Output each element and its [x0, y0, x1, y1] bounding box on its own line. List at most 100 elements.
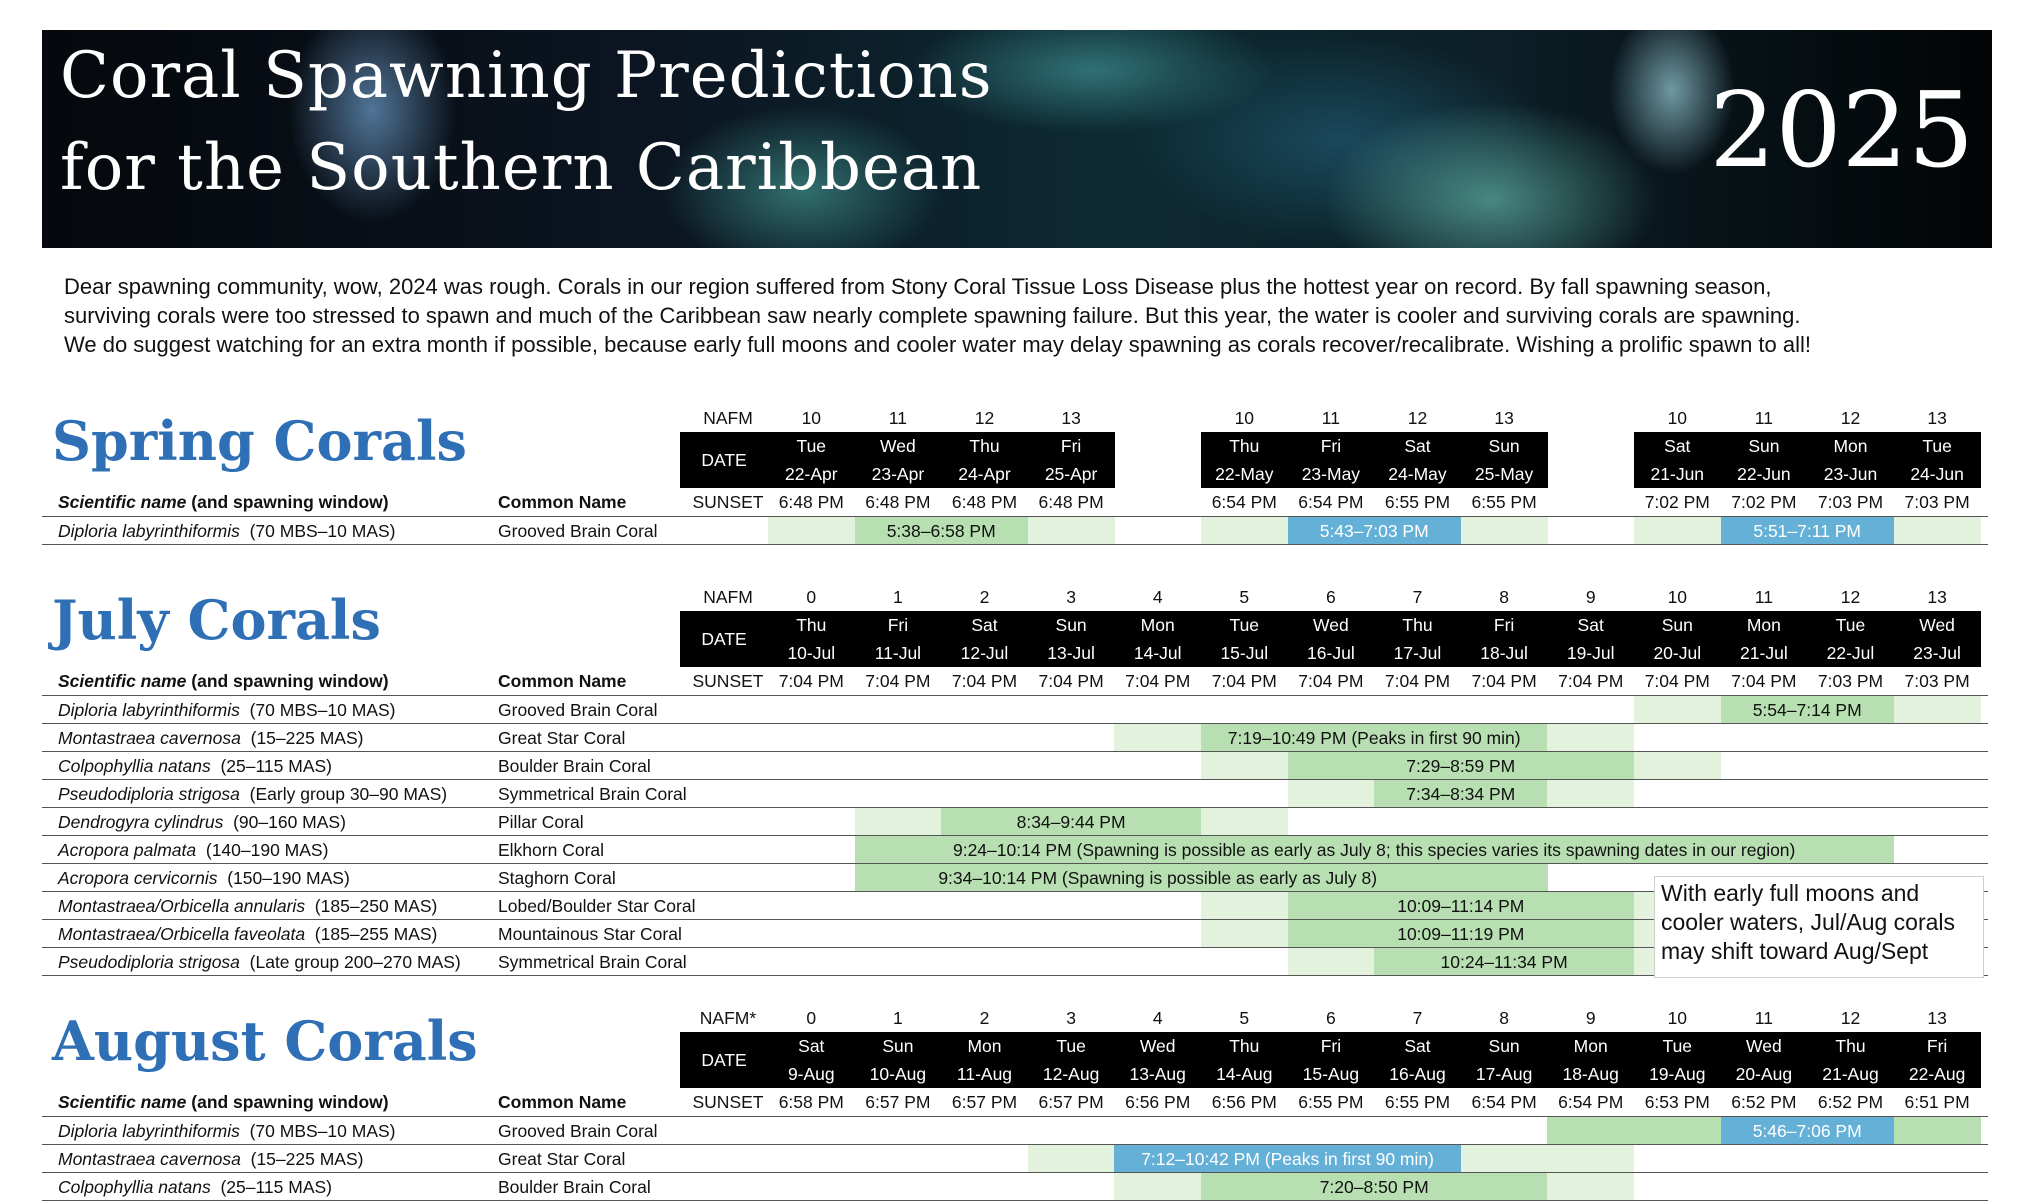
sunset-time: 7:03 PM: [1904, 671, 1970, 691]
common-name: Great Star Coral: [498, 1149, 626, 1169]
spawning-window-bar: [1893, 696, 1981, 724]
date-header-block: [768, 611, 856, 667]
scientific-name-header-label: Scientific name: [58, 1092, 187, 1112]
row-divider: [42, 891, 1988, 892]
species-name: Pseudodiploria strigosa: [58, 784, 240, 804]
date-header-block: [1287, 432, 1375, 488]
date-value: 24-Apr: [958, 464, 1011, 484]
common-name: Boulder Brain Coral: [498, 1177, 651, 1197]
date-header-block: [1374, 611, 1462, 667]
spawning-window-bar: [1460, 1145, 1635, 1173]
spawning-time-label: 10:09–11:19 PM: [1397, 924, 1525, 944]
spawning-window-bar: [1720, 517, 1895, 545]
nafm-value: 10: [1667, 408, 1688, 428]
nafm-value: 10: [801, 408, 822, 428]
sunset-label: SUNSET: [692, 492, 764, 512]
date-header-block: [1720, 611, 1808, 667]
common-name: Lobed/Boulder Star Coral: [498, 896, 696, 916]
spawning-window-bar: [854, 864, 1548, 892]
spawning-time-label: 8:34–9:44 PM: [1016, 812, 1126, 832]
date-value: 9-Aug: [787, 1064, 835, 1084]
date-header-block: [1460, 611, 1548, 667]
nafm-value: 2: [979, 1008, 990, 1028]
common-name: Grooved Brain Coral: [498, 521, 658, 541]
date-header-block: [941, 432, 1029, 488]
row-divider: [42, 919, 1988, 920]
spawning-window: (25–115 MAS): [210, 756, 333, 776]
weekday-label: Sun: [1661, 615, 1693, 635]
date-header-block: [941, 1032, 1029, 1088]
sunset-time: 6:51 PM: [1904, 1092, 1970, 1112]
date-label: DATE: [701, 629, 747, 649]
date-header-block: [1201, 1032, 1289, 1088]
spawning-time-label: 9:24–10:14 PM (Spawning is possible as e…: [952, 840, 1796, 860]
sunset-time: 6:57 PM: [865, 1092, 931, 1112]
spawning-time-label: 7:12–10:42 PM (Peaks in first 90 min): [1141, 1149, 1434, 1169]
spawning-window-bar: [1287, 948, 1375, 976]
date-value: 15-Jul: [1220, 643, 1269, 663]
scientific-name-header: Scientific name (and spawning window): [58, 488, 389, 516]
common-name: Grooved Brain Coral: [498, 1121, 658, 1141]
spawning-window-bar: [768, 517, 856, 545]
sunset-time: 6:48 PM: [951, 492, 1018, 512]
weekday-label: Sun: [1748, 436, 1780, 456]
spawning-window: (15–225 MAS): [240, 728, 364, 748]
nafm-value: 0: [806, 587, 817, 607]
common-name: Mountainous Star Coral: [498, 924, 682, 944]
date-value: 16-Aug: [1389, 1064, 1446, 1084]
sunset-time: 6:55 PM: [1384, 1092, 1451, 1112]
spawning-window: (150–190 MAS): [217, 868, 350, 888]
spawning-window-header-label: (and spawning window): [186, 1092, 389, 1112]
row-divider: [42, 723, 1988, 724]
species-name: Montastraea/Orbicella annularis: [58, 896, 306, 916]
nafm-label: NAFM: [703, 587, 753, 607]
sunset-label: SUNSET: [692, 1092, 764, 1112]
species-name: Diploria labyrinthiformis: [58, 700, 240, 720]
intro-line: Dear spawning community, wow, 2024 was r…: [64, 274, 1772, 299]
nafm-label: NAFM*: [699, 1008, 757, 1028]
date-value: 20-Jul: [1653, 643, 1702, 663]
nafm-value: 10: [1667, 587, 1688, 607]
nafm-value: 6: [1326, 587, 1336, 607]
sunset-time: 6:54 PM: [1471, 1092, 1537, 1112]
spawning-window-bar: [1114, 724, 1202, 752]
spawning-window-bar: [1547, 1117, 1722, 1145]
species-name: Acropora palmata: [58, 840, 197, 860]
common-name: Symmetrical Brain Coral: [498, 952, 687, 972]
date-header-block: [1720, 432, 1808, 488]
scientific-name-header-label: Scientific name: [58, 492, 187, 512]
nafm-value: 10: [1234, 408, 1255, 428]
weekday-label: Fri: [887, 615, 909, 635]
nafm-value: 10: [1667, 1008, 1688, 1028]
weekday-label: Tue: [1056, 1036, 1086, 1056]
weekday-label: Sun: [1488, 436, 1520, 456]
date-value: 20-Aug: [1735, 1064, 1793, 1084]
date-value: 17-Jul: [1393, 643, 1442, 663]
row-divider: [42, 835, 1988, 836]
weekday-label: Mon: [1140, 615, 1175, 635]
weekday-label: Sat: [1577, 615, 1604, 635]
nafm-value: 11: [888, 408, 907, 428]
section-title: Spring Corals: [52, 409, 467, 473]
sunset-time: 6:54 PM: [1298, 492, 1364, 512]
date-header-block: [768, 432, 856, 488]
weekday-label: Wed: [1313, 615, 1349, 635]
weekday-label: Wed: [880, 436, 916, 456]
date-value: 18-Aug: [1562, 1064, 1619, 1084]
date-value: 11-Jul: [874, 643, 922, 663]
spawning-window-bar: [1114, 1173, 1202, 1201]
spawning-time-label: 7:19–10:49 PM (Peaks in first 90 min): [1227, 728, 1521, 748]
weekday-label: Wed: [1919, 615, 1955, 635]
scientific-name-header: Scientific name (and spawning window): [58, 667, 389, 695]
date-value: 23-Jul: [1913, 643, 1961, 663]
intro-paragraph: Dear spawning community, wow, 2024 was r…: [64, 272, 1964, 359]
date-header-block: [1114, 1032, 1202, 1088]
date-value: 21-Jun: [1650, 464, 1705, 484]
sunset-time: 7:04 PM: [1731, 671, 1797, 691]
weekday-label: Fri: [1320, 436, 1342, 456]
spawning-window-bar: [1287, 517, 1462, 545]
sunset-time: 6:54 PM: [1211, 492, 1277, 512]
spawning-window: (70 MBS–10 MAS): [239, 521, 396, 541]
nafm-value: 12: [1407, 408, 1428, 428]
sunset-time: 6:55 PM: [1384, 492, 1451, 512]
